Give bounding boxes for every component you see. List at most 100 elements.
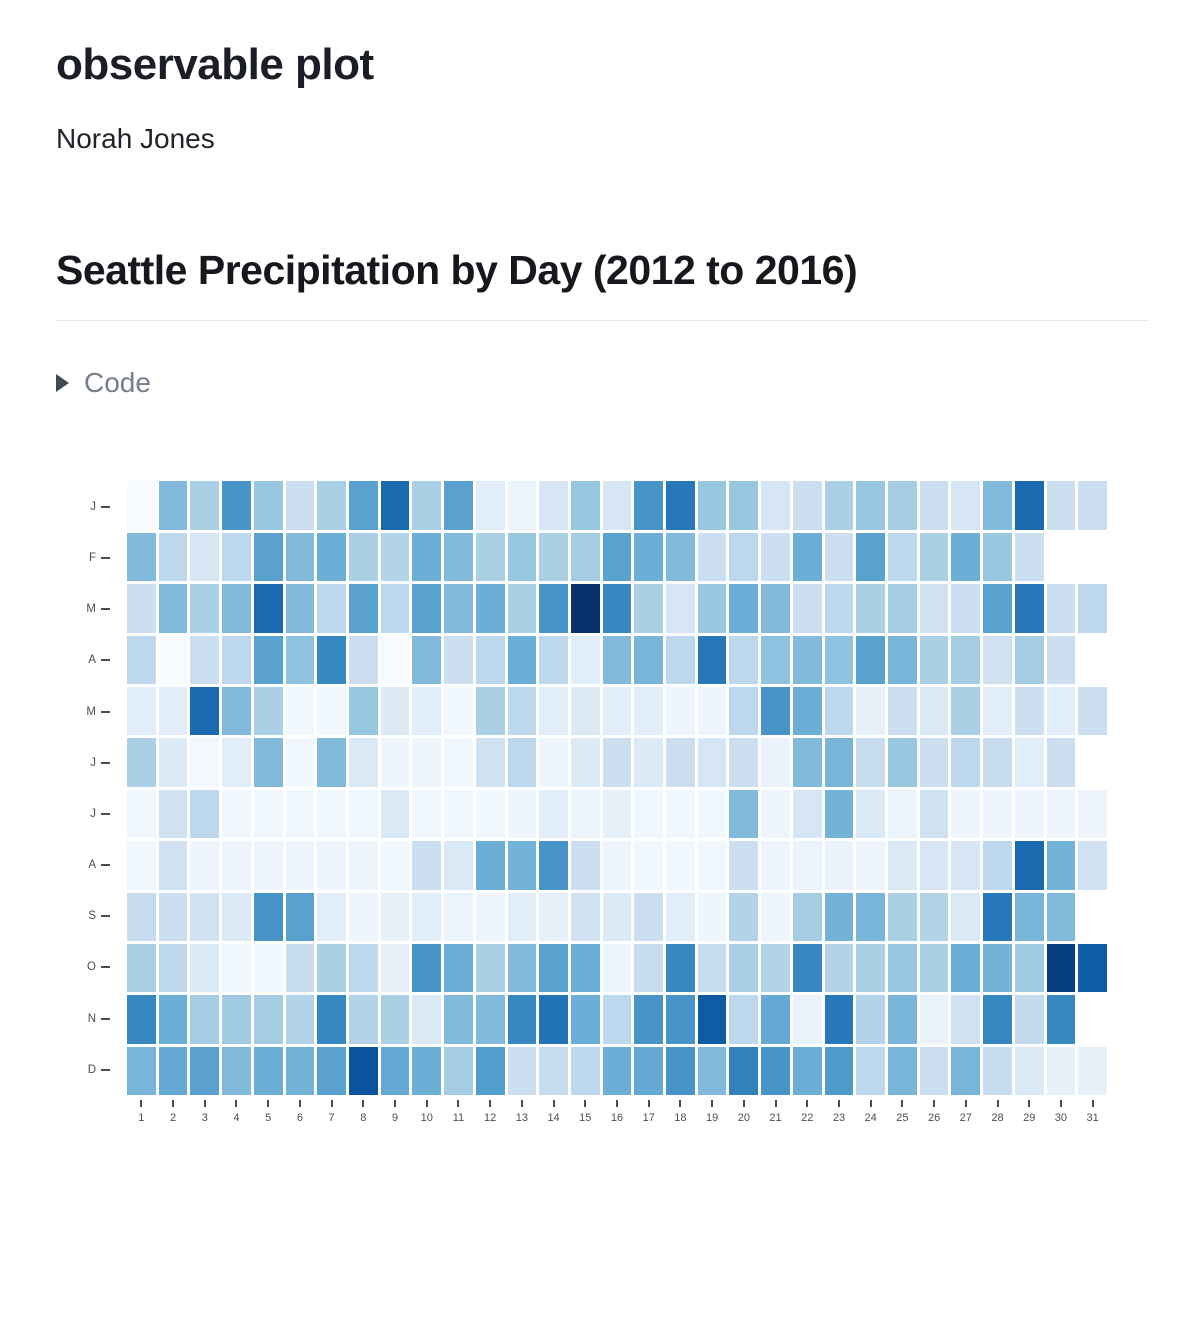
heatmap-cell: [1046, 738, 1076, 787]
heatmap-cell: [951, 584, 981, 633]
heatmap-cell: [666, 995, 695, 1044]
heatmap-cell: [856, 686, 886, 736]
heatmap-cell: [634, 481, 664, 530]
x-axis-label: 7: [328, 1112, 335, 1125]
y-axis-tick: J: [56, 788, 127, 839]
heatmap-cell: [697, 892, 727, 942]
heatmap-cell: [127, 789, 156, 839]
heatmap-cell: [444, 841, 473, 890]
heatmap-cell: [475, 841, 505, 890]
heatmap-cell: [888, 738, 917, 787]
heatmap-cell: [602, 481, 632, 530]
heatmap-cell: [1078, 584, 1107, 633]
x-axis-label: 29: [1023, 1112, 1036, 1125]
x-axis-label: 3: [201, 1112, 208, 1125]
heatmap-cell: [285, 892, 315, 942]
heatmap-cell: [602, 635, 632, 684]
heatmap-cell: [317, 1046, 346, 1096]
heatmap-cell: [1046, 481, 1076, 530]
heatmap-cell: [444, 532, 473, 582]
heatmap-cell: [792, 635, 822, 684]
x-axis-tick: 26: [920, 1100, 949, 1124]
heatmap-cell: [348, 841, 378, 890]
heatmap-cell: [888, 686, 917, 736]
x-tick-mark: [742, 1100, 745, 1108]
heatmap-cell: [792, 944, 822, 993]
x-tick-mark: [806, 1100, 809, 1108]
heatmap-cell: [475, 532, 505, 582]
y-axis-label: A: [88, 859, 96, 872]
heatmap-cell: [761, 995, 790, 1044]
author-name: Norah Jones: [56, 123, 215, 155]
heatmap-cell: [412, 481, 442, 530]
heatmap-cell: [190, 892, 220, 942]
heatmap-cell: [919, 481, 949, 530]
heatmap-cell: [761, 635, 790, 684]
x-axis-label: 20: [737, 1112, 750, 1125]
x-axis-tick: 5: [254, 1100, 283, 1124]
heatmap-cell: [158, 789, 188, 839]
x-tick-mark: [996, 1100, 999, 1108]
heatmap-cell: [444, 789, 473, 839]
y-axis-tick: A: [56, 635, 127, 686]
heatmap-cell: [253, 1046, 283, 1096]
heatmap-cell: [1078, 636, 1107, 684]
heatmap-cell: [127, 635, 156, 684]
code-toggle[interactable]: Code: [56, 367, 151, 399]
heatmap-cell: [317, 481, 346, 530]
heatmap-cell: [507, 738, 537, 787]
heatmap-cell: [1078, 686, 1107, 736]
heatmap-cell: [729, 686, 759, 736]
heatmap-cell: [666, 944, 695, 993]
heatmap-cell: [348, 789, 378, 839]
heatmap-cell: [380, 841, 410, 890]
x-axis-label: 1: [138, 1112, 145, 1125]
heatmap-cell: [253, 532, 283, 582]
heatmap-cell: [951, 995, 981, 1044]
y-axis-label: A: [88, 654, 96, 667]
heatmap-cell: [824, 789, 854, 839]
heatmap-cell: [317, 944, 346, 993]
heatmap-cell: [127, 841, 156, 890]
heatmap-cell: [190, 789, 220, 839]
heatmap-cell: [888, 892, 917, 942]
heatmap-cell: [475, 1046, 505, 1096]
heatmap-cell: [1014, 944, 1044, 993]
heatmap-cell: [919, 892, 949, 942]
heatmap-cell: [253, 944, 283, 993]
heatmap-cell: [253, 995, 283, 1044]
heatmap-cell: [1014, 841, 1044, 890]
heatmap-cell: [222, 532, 251, 582]
heatmap-cell: [444, 995, 473, 1044]
heatmap-cell: [253, 892, 283, 942]
y-axis-tick: M: [56, 686, 127, 737]
y-tick-mark: [101, 505, 110, 508]
x-axis-tick: 19: [698, 1100, 727, 1124]
x-axis-label: 8: [360, 1112, 367, 1125]
heatmap-cell: [983, 532, 1012, 582]
heatmap-cell: [158, 1046, 188, 1096]
heatmap-cell: [1014, 738, 1044, 787]
heatmap-cell: [348, 944, 378, 993]
y-axis-label: D: [87, 1063, 96, 1076]
heatmap-cell: [253, 738, 283, 787]
heatmap-cell: [570, 892, 600, 942]
x-axis-label: 23: [832, 1112, 846, 1125]
heatmap-cell: [951, 841, 981, 890]
heatmap-cell: [951, 892, 981, 942]
y-axis-label: J: [90, 500, 96, 513]
x-axis-label: 14: [547, 1112, 560, 1125]
heatmap-cell: [507, 1046, 537, 1096]
heatmap-cell: [1014, 481, 1044, 530]
x-axis-tick: 17: [634, 1100, 663, 1124]
heatmap-cell: [570, 635, 600, 684]
heatmap-cell: [380, 892, 410, 942]
heatmap-cell: [190, 944, 220, 993]
heatmap-cell: [158, 635, 188, 684]
heatmap-cell: [222, 944, 251, 993]
heatmap-cell: [856, 738, 886, 787]
heatmap-cell: [634, 789, 664, 839]
heatmap-cell: [570, 944, 600, 993]
heatmap-cell: [1046, 944, 1076, 993]
heatmap-cell: [856, 1046, 886, 1096]
